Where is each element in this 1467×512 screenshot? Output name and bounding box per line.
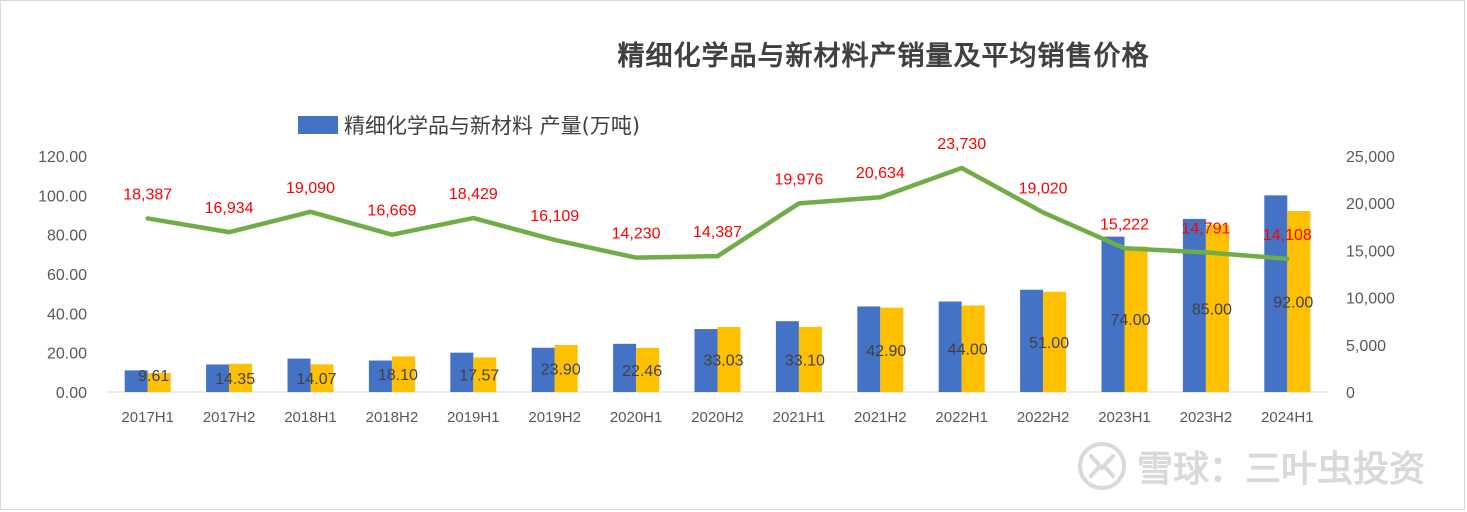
x-tick-label: 2018H2 (366, 409, 419, 426)
y-tick-label: 0.00 (56, 385, 87, 402)
bar-data-label: 9.61 (138, 368, 169, 385)
bar-production (1182, 218, 1206, 392)
bar-data-label: 51.00 (1029, 335, 1069, 352)
bar-sales (798, 326, 822, 392)
bar-sales (310, 364, 334, 392)
bar-sales (1124, 246, 1148, 392)
bar-production (1101, 236, 1125, 392)
legend-label-production: 精细化学品与新材料 产量(万吨) (344, 114, 641, 138)
line-data-label: 18,429 (449, 186, 498, 203)
line-data-label: 14,108 (1263, 227, 1312, 244)
bar-sales (717, 327, 741, 392)
bar-production (775, 321, 799, 392)
bar-data-label: 85.00 (1192, 301, 1232, 318)
x-tick-label: 2023H2 (1180, 409, 1233, 426)
bar-data-label: 23.90 (541, 361, 581, 378)
watermark: 雪球：三叶虫投资 (1077, 440, 1425, 492)
legend: 精细化学品与新材料 产量(万吨) (298, 110, 640, 140)
line-data-label: 23,730 (937, 136, 986, 153)
y-tick-label: 120.00 (38, 149, 87, 166)
bar-production (938, 301, 962, 392)
bar-production (287, 358, 311, 392)
bar-data-label: 74.00 (1110, 312, 1150, 329)
x-tick-label: 2022H1 (935, 409, 988, 426)
bar-sales (391, 356, 415, 392)
bar-sales (147, 373, 171, 392)
bar-production (531, 347, 555, 392)
bar-production (124, 370, 148, 392)
y-tick-label: 80.00 (47, 228, 87, 245)
bar-data-label: 44.00 (948, 342, 988, 359)
bar-production (1020, 289, 1044, 392)
x-tick-label: 2022H2 (1017, 409, 1070, 426)
bar-production (613, 343, 637, 392)
y-tick-label: 60.00 (47, 267, 87, 284)
y2-tick-label: 20,000 (1346, 196, 1395, 213)
x-tick-label: 2019H1 (447, 409, 500, 426)
line-data-label: 15,222 (1100, 216, 1149, 233)
bar-data-label: 14.07 (296, 371, 336, 388)
line-data-label: 19,020 (1019, 180, 1068, 197)
x-tick-label: 2020H2 (691, 409, 744, 426)
bar-sales (880, 307, 904, 392)
bar-data-label: 33.10 (785, 352, 825, 369)
x-tick-label: 2020H1 (610, 409, 663, 426)
chart-title: 精细化学品与新材料产销量及平均销售价格 (617, 41, 1150, 72)
watermark-text: 雪球：三叶虫投资 (1136, 449, 1425, 490)
bar-sales (1205, 224, 1229, 392)
y2-tick-label: 0 (1346, 385, 1355, 402)
bar-sales (473, 357, 497, 392)
y2-tick-label: 15,000 (1346, 243, 1395, 260)
x-tick-label: 2018H1 (284, 409, 337, 426)
bar-data-label: 33.03 (703, 353, 743, 370)
bar-data-label: 14.35 (215, 371, 255, 388)
y2-tick-label: 25,000 (1346, 149, 1395, 166)
x-tick-label: 2021H1 (773, 409, 826, 426)
y2-tick-label: 5,000 (1346, 338, 1386, 355)
y2-tick-label: 10,000 (1346, 291, 1395, 308)
bar-production (368, 360, 392, 392)
bar-production (1264, 195, 1288, 392)
bar-sales (554, 344, 578, 392)
bar-production (694, 329, 718, 392)
bar-data-label: 17.57 (459, 368, 499, 385)
line-data-label: 14,791 (1181, 220, 1230, 237)
line-data-label: 20,634 (856, 165, 905, 182)
bar-sales (1043, 291, 1067, 392)
legend-swatch-production (298, 116, 338, 134)
line-data-label: 14,387 (693, 224, 742, 241)
xueqiu-logo-icon (1077, 442, 1126, 490)
x-tick-label: 2017H2 (203, 409, 256, 426)
bar-data-label: 22.46 (622, 363, 662, 380)
line-data-label: 16,934 (205, 200, 254, 217)
line-data-label: 19,090 (286, 180, 335, 197)
bar-data-label: 42.90 (866, 343, 906, 360)
line-data-label: 16,669 (367, 203, 416, 220)
bar-production (857, 306, 881, 392)
y-tick-label: 20.00 (47, 346, 87, 363)
bar-data-label: 92.00 (1273, 295, 1313, 312)
line-data-label: 14,230 (612, 226, 661, 243)
x-tick-label: 2017H1 (121, 409, 174, 426)
y-tick-label: 100.00 (38, 188, 87, 205)
bar-sales (961, 305, 985, 392)
x-tick-label: 2024H1 (1261, 409, 1314, 426)
line-data-label: 19,976 (774, 171, 823, 188)
line-data-label: 18,387 (123, 186, 172, 203)
x-tick-label: 2021H2 (854, 409, 907, 426)
bar-sales (1287, 211, 1311, 392)
x-tick-label: 2023H1 (1098, 409, 1151, 426)
bar-sales (636, 347, 660, 392)
line-data-label: 16,109 (530, 208, 579, 225)
bar-sales (229, 363, 253, 392)
x-tick-label: 2019H2 (528, 409, 581, 426)
bar-production (450, 352, 474, 392)
bar-production (206, 364, 230, 392)
bar-data-label: 18.10 (378, 367, 418, 384)
y-tick-label: 40.00 (47, 306, 87, 323)
